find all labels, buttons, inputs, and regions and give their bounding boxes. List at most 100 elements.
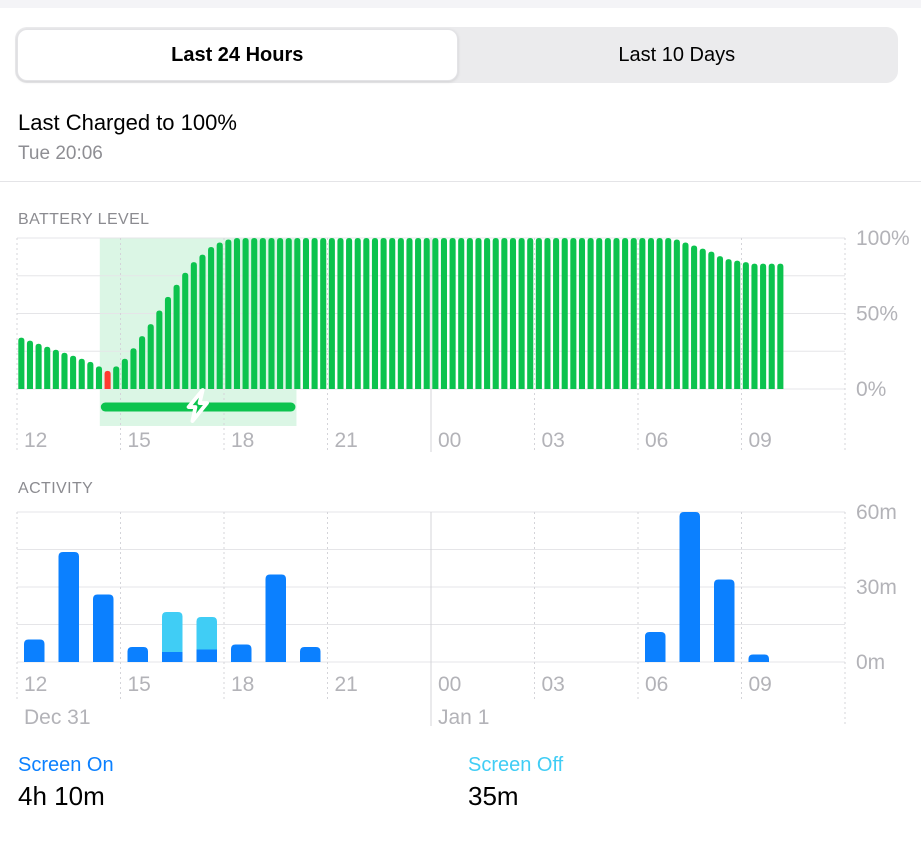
activity-bar-screen-on[interactable] [127, 647, 149, 662]
battery-bar[interactable] [346, 238, 353, 389]
battery-bar[interactable] [699, 248, 706, 389]
tab-last-24-hours[interactable]: Last 24 Hours [17, 29, 458, 81]
battery-bar[interactable] [294, 238, 301, 389]
battery-bar[interactable] [328, 238, 335, 389]
battery-bar[interactable] [311, 238, 318, 389]
activity-bar-screen-on[interactable] [24, 639, 45, 663]
battery-bar[interactable] [285, 238, 292, 389]
activity-bar-screen-on[interactable] [645, 632, 666, 662]
activity-bar-screen-on[interactable] [714, 579, 735, 663]
battery-bar[interactable] [147, 324, 154, 389]
activity-bar-screen-on[interactable] [265, 574, 287, 663]
battery-bar[interactable] [380, 238, 387, 389]
battery-bar[interactable] [354, 238, 361, 389]
battery-bar[interactable] [199, 254, 206, 389]
activity-bar-screen-on[interactable] [231, 644, 252, 663]
battery-bar[interactable] [716, 256, 724, 389]
battery-bar[interactable] [639, 238, 646, 389]
activity-bar-screen-on[interactable] [58, 552, 80, 662]
battery-bar[interactable] [656, 238, 663, 389]
battery-bar[interactable] [389, 238, 396, 389]
battery-bar[interactable] [596, 238, 603, 389]
battery-bar[interactable] [277, 238, 284, 389]
battery-bar[interactable] [242, 238, 249, 389]
battery-bar[interactable] [630, 238, 637, 389]
battery-bar[interactable] [104, 370, 111, 389]
battery-bar[interactable] [484, 238, 491, 389]
tab-last-10-days[interactable]: Last 10 Days [458, 29, 897, 81]
battery-bar[interactable] [466, 238, 473, 389]
battery-bar[interactable] [182, 272, 189, 389]
battery-bar[interactable] [423, 238, 430, 389]
battery-bar[interactable] [587, 238, 594, 389]
activity-bar-screen-on[interactable] [300, 647, 321, 662]
battery-bar[interactable] [458, 238, 465, 389]
battery-bar[interactable] [363, 238, 370, 389]
battery-bar[interactable] [121, 358, 128, 389]
battery-bar[interactable] [673, 239, 680, 389]
battery-bar[interactable] [190, 262, 197, 389]
battery-bar[interactable] [26, 340, 34, 389]
battery-bar[interactable] [691, 245, 698, 389]
battery-bar[interactable] [440, 238, 448, 389]
battery-bar[interactable] [613, 238, 620, 389]
battery-bar[interactable] [742, 262, 749, 389]
battery-bar[interactable] [509, 238, 517, 389]
battery-bar[interactable] [544, 238, 551, 389]
battery-bar[interactable] [44, 346, 51, 389]
battery-bar[interactable] [682, 242, 689, 389]
battery-bar[interactable] [527, 238, 534, 389]
battery-bar[interactable] [535, 238, 542, 389]
battery-bar[interactable] [768, 263, 775, 389]
battery-bar[interactable] [87, 361, 94, 389]
battery-bar[interactable] [432, 238, 439, 389]
battery-bar[interactable] [268, 238, 275, 389]
battery-bar[interactable] [751, 263, 758, 389]
activity-bar-screen-on[interactable] [93, 594, 114, 663]
battery-bar[interactable] [52, 349, 59, 389]
battery-bar[interactable] [725, 259, 732, 389]
battery-bar[interactable] [70, 355, 77, 389]
activity-chart[interactable]: 60m 30m 0m 12 15 18 21 00 03 06 09 Dec 31 Jan 1 [16, 501, 897, 729]
battery-bar[interactable] [397, 238, 404, 389]
battery-bar[interactable] [18, 337, 25, 389]
battery-bar[interactable] [216, 242, 223, 389]
battery-bar[interactable] [337, 238, 344, 389]
battery-bar[interactable] [708, 251, 715, 389]
battery-bar[interactable] [734, 260, 741, 389]
activity-bar-screen-on[interactable] [196, 649, 218, 663]
battery-bar[interactable] [251, 238, 258, 389]
battery-bar[interactable] [578, 238, 586, 389]
activity-bar-screen-on[interactable] [162, 652, 183, 662]
battery-bar[interactable] [173, 284, 180, 389]
battery-bar[interactable] [604, 238, 611, 389]
battery-bar[interactable] [61, 352, 68, 389]
battery-bar[interactable] [78, 358, 85, 389]
battery-bar[interactable] [570, 238, 577, 389]
battery-bar[interactable] [113, 366, 120, 389]
battery-bar[interactable] [492, 238, 499, 389]
battery-level-chart[interactable]: 100% 50% 0% 12 15 18 21 00 03 06 09 [16, 227, 910, 452]
battery-bar[interactable] [371, 238, 379, 389]
battery-bar[interactable] [164, 296, 172, 389]
battery-bar[interactable] [777, 263, 784, 389]
battery-bar[interactable] [518, 238, 525, 389]
battery-bar[interactable] [449, 238, 456, 389]
battery-bar[interactable] [139, 336, 146, 389]
activity-bar-screen-off[interactable] [162, 612, 183, 652]
battery-bar[interactable] [475, 238, 482, 389]
battery-bar[interactable] [35, 343, 42, 389]
battery-bar[interactable] [622, 238, 629, 389]
activity-bar-screen-on[interactable] [748, 654, 770, 663]
battery-bar[interactable] [561, 238, 568, 389]
battery-bar[interactable] [553, 238, 560, 389]
battery-bar[interactable] [647, 238, 655, 389]
battery-bar[interactable] [406, 238, 413, 389]
battery-bar[interactable] [225, 239, 232, 389]
battery-bar[interactable] [320, 238, 327, 389]
battery-bar[interactable] [208, 247, 215, 389]
battery-bar[interactable] [259, 238, 266, 389]
battery-bar[interactable] [95, 366, 103, 389]
battery-bar[interactable] [760, 263, 767, 389]
battery-bar[interactable] [130, 348, 137, 389]
